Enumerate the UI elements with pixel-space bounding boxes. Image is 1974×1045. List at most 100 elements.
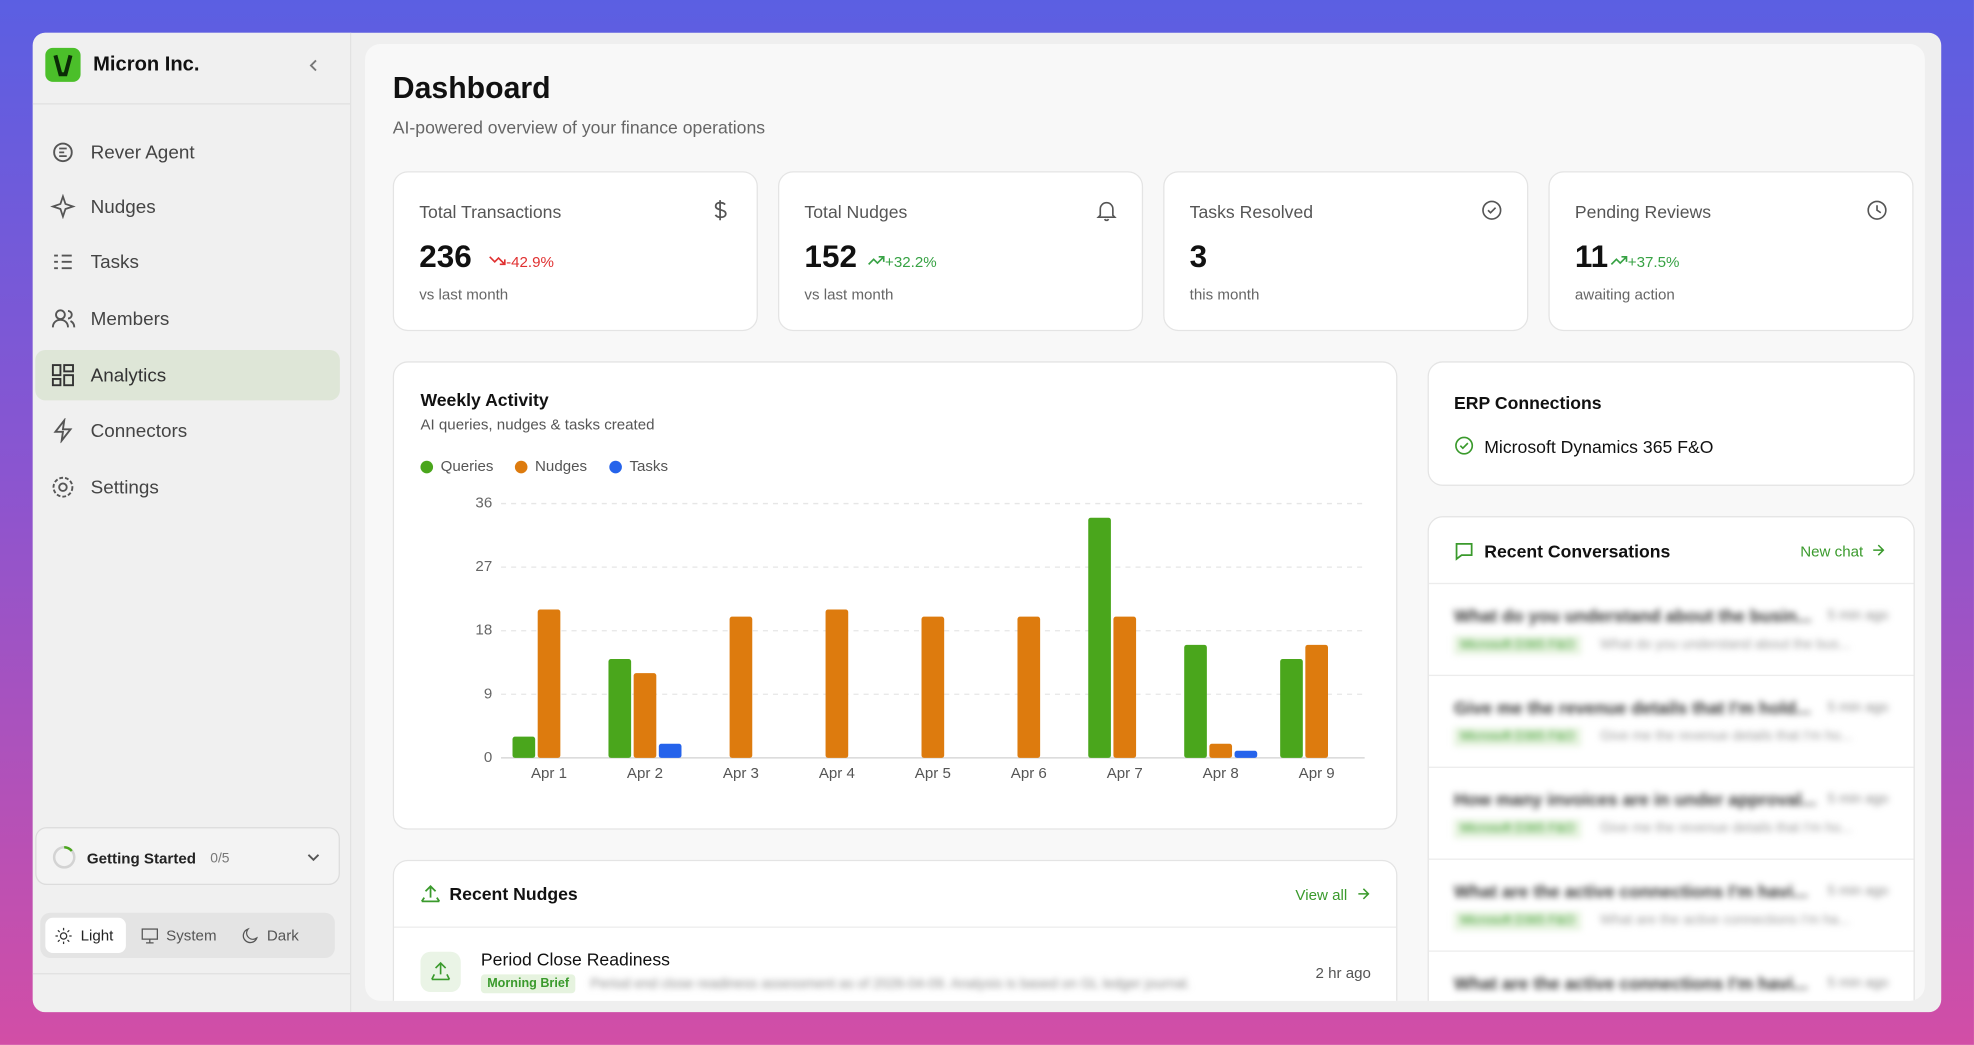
nudge-tag: Morning Brief (480, 974, 576, 994)
divider (394, 926, 1397, 928)
conversation-tag: Microsoft D365 F&O (1454, 727, 1581, 747)
y-tick-label: 9 (484, 685, 492, 702)
nudge-icon (420, 951, 461, 993)
conversation-tag: Microsoft D365 F&O (1454, 819, 1581, 839)
x-tick-label: Apr 1 (531, 765, 567, 782)
divider (32, 973, 350, 975)
stat-label: Total Nudges (804, 201, 908, 222)
theme-dark[interactable] (242, 927, 260, 945)
chart-subtitle: AI queries, nudges & tasks created (420, 416, 654, 433)
nav-item[interactable]: Nudges (35, 181, 340, 231)
stat-label: Pending Reviews (1574, 201, 1712, 222)
nav-item[interactable]: Tasks (35, 237, 340, 287)
bar (729, 616, 753, 758)
conversation-item[interactable]: Give me the revenue details that I'm hol… (1428, 674, 1914, 768)
divider (32, 103, 350, 105)
y-tick-label: 27 (475, 558, 492, 575)
bar (537, 609, 561, 758)
stat-change: +32.2% (885, 253, 937, 271)
stat-sub: awaiting action (1574, 285, 1675, 304)
section-title: Recent Nudges (449, 883, 578, 904)
conversation-item[interactable]: What are the active connections I'm havi… (1428, 950, 1914, 1000)
conversation-preview: What are the active connections I'm ha..… (1600, 912, 1850, 928)
view-all-link[interactable]: View all (1295, 886, 1348, 904)
conversation-time: 5 min ago (1827, 791, 1889, 807)
conversation-time: 5 min ago (1827, 975, 1889, 991)
conversation-question: What do you understand about the busin..… (1454, 605, 1812, 626)
weekly-activity-card: Weekly Activity AI queries, nudges & tas… (392, 361, 1398, 830)
getting-started[interactable]: Getting Started 0/5 (35, 827, 340, 886)
x-tick-label: Apr 2 (627, 765, 663, 782)
conversation-preview: Give me the revenue details that I'm ho.… (1600, 728, 1853, 745)
legend-label: Nudges (535, 458, 587, 475)
nav-label: Nudges (90, 195, 156, 218)
x-tick-label: Apr 4 (819, 765, 855, 782)
stat-value: 11 (1574, 239, 1609, 275)
logo (45, 47, 81, 82)
erp-card: ERP Connections Microsoft Dynamics 365 F… (1427, 361, 1915, 486)
section-title: Recent Conversations (1484, 541, 1671, 562)
bar (1234, 750, 1258, 758)
theme-label: System (166, 926, 217, 945)
bar (921, 616, 945, 758)
stat-sub: this month (1189, 285, 1260, 304)
bar (1280, 658, 1303, 758)
y-tick-label: 18 (475, 622, 492, 639)
getting-started-label: Getting Started (86, 849, 196, 868)
bar (608, 658, 632, 758)
nav-item[interactable]: Rever Agent (35, 127, 340, 177)
main-panel: Dashboard AI-powered overview of your fi… (365, 44, 1925, 1001)
nav-label: Analytics (90, 364, 167, 386)
nav-item[interactable]: Analytics (35, 349, 340, 401)
stat-change: +37.5% (1627, 253, 1680, 271)
bar (512, 736, 536, 758)
bar (825, 609, 849, 758)
legend-swatch (514, 460, 528, 474)
recent-nudges-card: Recent Nudges View all Period Close Read… (392, 859, 1398, 1001)
page-title: Dashboard (392, 71, 551, 106)
stat-sub: vs last month (804, 285, 894, 304)
theme-light[interactable] (45, 917, 126, 953)
stat-card: Pending Reviews 11 +37.5% awaiting actio… (1548, 171, 1914, 332)
nav-item[interactable]: Settings (35, 462, 340, 512)
theme-system[interactable] (141, 927, 159, 945)
nav-label: Members (90, 307, 170, 330)
page-subtitle: AI-powered overview of your finance oper… (392, 117, 766, 138)
bar-chart: Weekly Activity AI queries, nudges & tas… (420, 390, 1365, 782)
sidebar: Micron Inc. Rever Agent Nudges Tasks Mem… (32, 32, 352, 1013)
bar (1088, 517, 1111, 758)
conversation-preview: What do you understand about the bus... (1600, 637, 1851, 653)
collapse-button[interactable] (307, 58, 320, 73)
conversation-question: Give me the revenue details that I'm hol… (1454, 697, 1811, 718)
stat-label: Tasks Resolved (1189, 201, 1314, 222)
x-tick-label: Apr 9 (1299, 765, 1335, 782)
nav-label: Settings (90, 476, 159, 498)
legend-swatch (420, 460, 434, 474)
stat-value: 152 (804, 239, 857, 275)
conversation-item[interactable]: What do you understand about the busin..… (1428, 582, 1914, 676)
stat-label: Total Transactions (419, 201, 562, 222)
nav-item[interactable]: Members (35, 293, 340, 343)
stat-card: Total Transactions 236 -42.9% vs last mo… (392, 171, 758, 332)
getting-started-progress: 0/5 (210, 851, 230, 867)
nav-label: Connectors (90, 419, 188, 442)
nudge-title[interactable]: Period Close Readiness (480, 949, 670, 970)
conversation-preview: Give me the revenue details that I'm ho.… (1600, 820, 1853, 836)
conversation-time: 5 min ago (1827, 699, 1889, 716)
nav-label: Tasks (90, 251, 139, 273)
new-chat-link[interactable]: New chat (1800, 542, 1864, 561)
conversation-item[interactable]: How many invoices are in under approval.… (1428, 766, 1914, 860)
org-name: Micron Inc. (93, 54, 200, 76)
stat-card: Total Nudges 152 +32.2% vs last month (778, 171, 1144, 332)
chart-title: Weekly Activity (420, 390, 548, 410)
conversation-question: What are the active connections I'm havi… (1454, 973, 1808, 994)
nav-item[interactable]: Connectors (35, 405, 340, 455)
conversation-item[interactable]: What are the active connections I'm havi… (1428, 858, 1914, 952)
nudge-description: Period end close readiness assessment as… (590, 976, 1191, 993)
conversation-time: 5 min ago (1827, 608, 1889, 624)
theme-label: Light (80, 926, 114, 945)
stat-value: 236 (419, 239, 472, 275)
x-tick-label: Apr 8 (1203, 765, 1239, 782)
